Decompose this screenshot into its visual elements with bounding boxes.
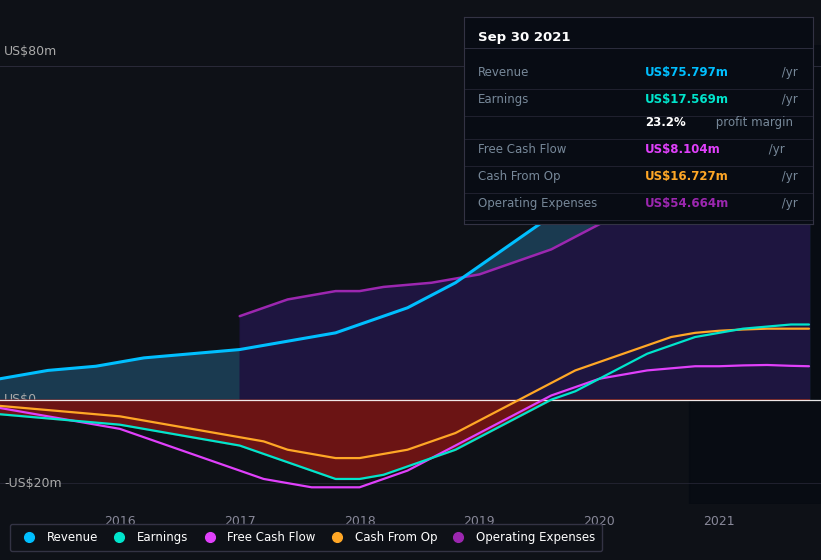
Text: Earnings: Earnings xyxy=(478,93,530,106)
Text: Free Cash Flow: Free Cash Flow xyxy=(478,143,566,156)
Text: Revenue: Revenue xyxy=(478,66,530,80)
Text: US$17.569m: US$17.569m xyxy=(645,93,729,106)
Text: -US$20m: -US$20m xyxy=(4,477,62,489)
Text: 23.2%: 23.2% xyxy=(645,116,686,129)
Text: Operating Expenses: Operating Expenses xyxy=(478,197,597,210)
Text: US$0: US$0 xyxy=(4,393,37,406)
Text: profit margin: profit margin xyxy=(712,116,792,129)
Text: /yr: /yr xyxy=(778,197,798,210)
Text: US$16.727m: US$16.727m xyxy=(645,170,729,183)
Text: US$80m: US$80m xyxy=(4,45,57,58)
Text: /yr: /yr xyxy=(778,66,798,80)
Text: US$75.797m: US$75.797m xyxy=(645,66,729,80)
Legend: Revenue, Earnings, Free Cash Flow, Cash From Op, Operating Expenses: Revenue, Earnings, Free Cash Flow, Cash … xyxy=(10,524,603,551)
Text: US$8.104m: US$8.104m xyxy=(645,143,721,156)
Text: Sep 30 2021: Sep 30 2021 xyxy=(478,31,571,44)
Text: Cash From Op: Cash From Op xyxy=(478,170,560,183)
Bar xyxy=(689,45,821,504)
Text: /yr: /yr xyxy=(778,93,798,106)
Text: /yr: /yr xyxy=(778,170,798,183)
Text: US$54.664m: US$54.664m xyxy=(645,197,730,210)
Text: /yr: /yr xyxy=(764,143,784,156)
